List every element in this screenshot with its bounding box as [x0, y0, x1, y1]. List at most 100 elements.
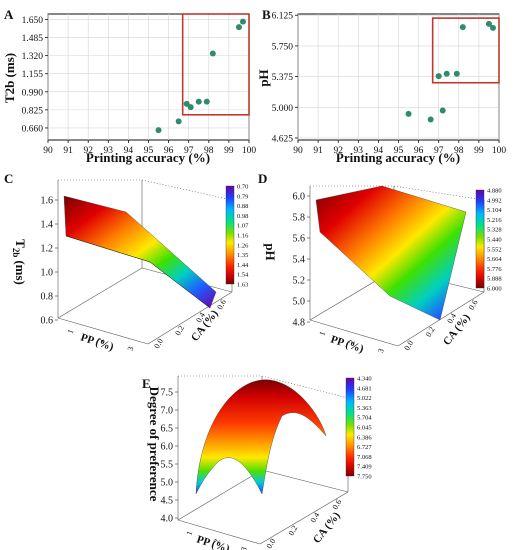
colorbar-label: 6.386 [357, 434, 372, 441]
x-tick-label: 90 [293, 146, 303, 156]
z-ticks-c: 0.6 0.8 1.0 1.2 1.4 1.6 [41, 196, 58, 327]
colorbar-label: 5.216 [487, 217, 502, 224]
x-tick-label: 92 [333, 146, 343, 156]
pp-tick-label: 2 [212, 538, 222, 545]
ca-tick-label: 0.6 [467, 298, 480, 311]
surface-c [63, 195, 217, 309]
z-tick-label: 7.0 [161, 406, 174, 417]
z-ticks-e: 4.0 4.5 5.0 5.5 6.0 6.5 7.0 7.5 [161, 388, 178, 525]
pp-tick-label: 3 [126, 345, 136, 352]
panel-d: D 4.85.05.25.45.65.86.0 pH PP (%) CA (%)… [258, 171, 502, 355]
data-point [443, 70, 450, 77]
panel-letter-a: A [4, 7, 14, 22]
ca-ticks-c: 0.0 0.2 0.4 0.6 [152, 298, 228, 350]
y-ticks-b: 4.625 5.000 5.375 5.750 6.125 [272, 12, 298, 144]
x-tick-label: 91 [313, 146, 323, 156]
colorbar-label: 0.79 [237, 193, 248, 200]
colorbar-label: 5.552 [487, 246, 502, 253]
colorbar-label: 5.328 [487, 227, 502, 234]
x-tick-label: 95 [394, 146, 404, 156]
x-axis-label-c: PP (%) [79, 331, 115, 353]
pp-ticks-e: 1 2 3 [184, 530, 248, 550]
x-tick-label: 96 [164, 146, 174, 156]
ca-ticks-e: 0.0 0.2 0.4 0.6 [265, 498, 344, 550]
colorbar-label: 5.022 [357, 395, 372, 402]
pp-tick-label: 2 [96, 337, 106, 344]
x-tick-label: 97 [434, 146, 444, 156]
data-point [183, 100, 190, 107]
z-axis-label-c: T2b(ms) [11, 239, 28, 285]
x-tick-label: 99 [474, 146, 484, 156]
z-tick-label: 5.5 [161, 460, 174, 471]
pp-tick-label: 1 [317, 330, 327, 337]
colorbar-label: 5.776 [487, 266, 502, 273]
x-tick-label: 98 [454, 146, 464, 156]
ca-tick-label: 0.0 [265, 537, 278, 550]
colorbar-label: 6.727 [357, 444, 372, 451]
colorbar-label: 6.045 [357, 425, 372, 432]
x-axis-label-b: Printing accuracy (%) [336, 150, 460, 165]
pp-ticks-c: 1 2 3 [66, 328, 136, 352]
z-tick-label: 6.0 [293, 192, 306, 203]
x-tick-label: 93 [104, 146, 114, 156]
highlight-box-a [181, 13, 250, 116]
pp-tick-label: 3 [376, 347, 386, 354]
colorbar-label: 1.07 [237, 223, 249, 230]
z-tick-label: 4.8 [293, 318, 306, 329]
x-ticks-a: 90 91 92 93 94 95 96 97 98 99 100 [43, 140, 256, 156]
panel-letter-e: E [142, 376, 151, 391]
z-tick-label: 1.4 [41, 220, 54, 231]
ca-tick-label: 0.6 [331, 498, 344, 511]
y-tick-label: 1.155 [22, 70, 44, 80]
colorbar-labels-e: 4.340 4.681 5.022 5.363 5.704 6.045 6.386 6.727… [357, 376, 372, 481]
y-tick-label: 5.375 [272, 73, 294, 83]
y-tick-label: 5.750 [272, 42, 294, 52]
colorbar-label: 1.54 [237, 272, 249, 279]
colorbar-label: 4.340 [357, 376, 372, 383]
ca-tick-label: 0.0 [402, 339, 415, 352]
colorbar-label: 1.35 [237, 252, 248, 259]
data-point [187, 104, 194, 111]
z-tick-label: 1.0 [41, 268, 54, 279]
colorbar-label: 7.409 [357, 464, 372, 471]
ca-tick-label: 0.6 [215, 298, 228, 311]
ca-tick-label: 0.4 [445, 312, 458, 325]
panel-a: A 90 91 92 93 94 95 96 97 98 99 100 0.660 0.825 0.99… [2, 7, 256, 165]
colorbar-label: 4.880 [487, 188, 502, 195]
z-tick-label: 4.0 [161, 514, 174, 525]
x-tick-label: 90 [43, 146, 53, 156]
panel-letter-b: B [262, 7, 271, 22]
data-point [209, 50, 216, 57]
z-tick-label: 7.5 [161, 388, 174, 399]
data-point [195, 98, 202, 105]
ca-tick-label: 0.2 [287, 524, 300, 537]
y-tick-label: 4.625 [272, 134, 294, 144]
colorbar-label: 1.63 [237, 282, 248, 289]
ca-tick-label: 0.4 [194, 311, 207, 324]
z-axis-label-e: Degree of preference [147, 387, 162, 502]
colorbar-c [225, 185, 235, 285]
ca-tick-label: 0.0 [152, 337, 165, 350]
x-tick-label: 93 [354, 146, 364, 156]
colorbar-label: 1.16 [237, 233, 249, 240]
colorbar-label: 5.704 [357, 415, 372, 422]
y-tick-label: 5.000 [272, 104, 294, 114]
z-tick-label: 1.2 [41, 244, 54, 255]
panel-letter-c: C [4, 171, 13, 186]
y-tick-label: 0.660 [22, 124, 44, 134]
data-point [203, 98, 210, 105]
colorbar-label: 5.363 [357, 405, 372, 412]
z-tick-label: 5.0 [293, 297, 306, 308]
y-tick-label: 0.825 [22, 106, 44, 116]
points-b [405, 20, 496, 123]
panel-letter-d: D [258, 171, 267, 186]
x-tick-label: 96 [414, 146, 424, 156]
y-tick-label: 1.485 [22, 34, 44, 44]
x-tick-label: 94 [124, 146, 134, 156]
highlight-box-b [431, 17, 500, 84]
data-point [435, 73, 442, 80]
x-axis-label-a: Printing accuracy (%) [86, 150, 210, 165]
pp-tick-label: 3 [239, 546, 249, 550]
grid-a [47, 14, 250, 140]
data-point [489, 24, 496, 31]
